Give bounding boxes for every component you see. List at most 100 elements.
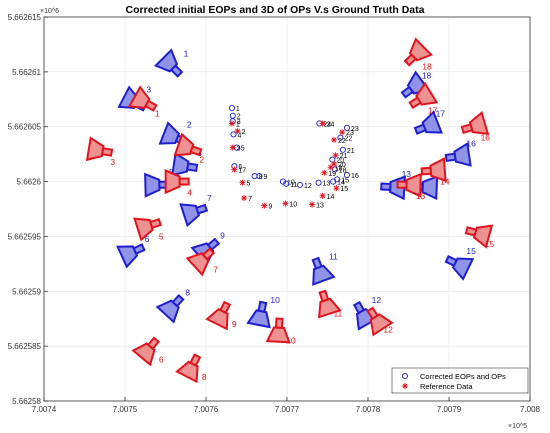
asterisk-stroke <box>239 180 245 186</box>
camera-body <box>420 166 433 176</box>
camera-frustum <box>246 309 271 329</box>
point-label: 20 <box>336 158 344 165</box>
point-label: 8 <box>259 174 263 181</box>
point-label: 14 <box>327 194 335 201</box>
camera-frustum <box>415 81 439 106</box>
object-point-reference <box>332 152 339 159</box>
camera-label: 16 <box>481 133 491 143</box>
object-point-corrected <box>331 166 338 173</box>
point-label: 2 <box>242 129 246 136</box>
y-tick-label: 5.662615 <box>8 13 42 22</box>
camera-label: 7 <box>207 193 212 203</box>
camera-frustum <box>131 342 156 367</box>
camera-reference <box>408 81 439 109</box>
point-label: 19 <box>328 171 336 178</box>
point-label: 21 <box>340 153 348 160</box>
camera-corrected <box>246 300 271 329</box>
point-label: 10 <box>287 180 295 187</box>
object-point-reference <box>239 179 246 186</box>
point-label: 5 <box>246 181 250 188</box>
asterisk-stroke <box>320 193 326 199</box>
point-label: 5 <box>241 146 245 153</box>
camera-body <box>413 123 427 135</box>
camera-frustum <box>164 169 181 195</box>
point-label: 4 <box>238 132 242 139</box>
camera-label: 14 <box>440 177 450 187</box>
object-point-corrected <box>334 176 341 183</box>
camera-label: 5 <box>159 231 164 241</box>
y-tick-label: 5.6626 <box>17 178 42 187</box>
camera-body <box>274 317 284 329</box>
camera-label: 18 <box>422 61 432 71</box>
camera-reference <box>131 336 161 367</box>
camera-reference <box>185 247 216 277</box>
camera-label: 18 <box>422 70 432 80</box>
camera-reference <box>173 132 203 157</box>
camera-frustum <box>171 151 190 177</box>
object-point-reference <box>330 136 337 143</box>
object-point-reference <box>333 185 340 192</box>
camera-body <box>149 218 162 229</box>
object-point-corrected <box>296 181 304 188</box>
camera-corrected <box>116 243 146 269</box>
camera-frustum <box>127 85 151 109</box>
asterisk-stroke <box>231 166 237 173</box>
object-point-corrected <box>339 146 346 153</box>
camera-corrected <box>352 300 380 331</box>
camera-body <box>206 237 221 251</box>
camera-label: 4 <box>187 188 192 198</box>
x-multiplier: ×10^5 <box>508 423 527 430</box>
asterisk-stroke <box>309 202 315 208</box>
camera-frustum <box>421 110 444 134</box>
camera-label: 2 <box>199 155 204 165</box>
object-point-corrected <box>343 124 350 131</box>
camera-frustum <box>312 264 336 286</box>
axes: 7.0074 7.0075 7.0076 7.0077 7.0078 7.0079 7.00… <box>8 13 541 414</box>
point-label: 23 <box>346 130 354 137</box>
camera-label: 8 <box>185 288 190 298</box>
camera-corrected <box>444 142 472 167</box>
point-label: 9 <box>263 174 267 181</box>
asterisk-stroke <box>331 161 337 167</box>
object-point-corrected <box>315 179 322 186</box>
object-point-reference <box>234 128 241 135</box>
plot-frame <box>43 16 531 402</box>
camera-label: 9 <box>220 230 225 240</box>
camera-corrected <box>171 151 199 177</box>
camera-reference <box>127 85 158 112</box>
camera-label: 17 <box>436 109 446 119</box>
y-tick-label: 5.662605 <box>8 123 42 132</box>
camera-reference <box>396 172 422 198</box>
asterisk-stroke <box>230 145 236 151</box>
camera-body <box>219 300 232 315</box>
camera-frustum <box>317 297 342 319</box>
asterisk-stroke <box>235 128 241 134</box>
point-label: 20 <box>338 162 346 169</box>
camera-label: 5 <box>169 167 174 177</box>
point-label: 22 <box>344 136 352 143</box>
point-label: 2 <box>237 114 241 121</box>
camera-label: 13 <box>402 169 412 179</box>
camera-label: 7 <box>213 264 218 274</box>
camera-body <box>444 152 457 163</box>
camera-frustum <box>429 157 447 183</box>
camera-body <box>186 162 199 172</box>
camera-reference <box>85 136 114 162</box>
camera-body <box>195 203 209 215</box>
camera-glyphs: 1324576981011121314151617181324576981011… <box>85 37 494 384</box>
camera-body <box>460 123 474 134</box>
camera-label: 11 <box>329 251 338 261</box>
camera-body <box>408 96 422 109</box>
object-point-reference <box>231 166 238 173</box>
camera-label: 3 <box>110 157 115 167</box>
camera-reference <box>366 306 394 337</box>
camera-label: 12 <box>383 325 393 335</box>
object-point-reference <box>282 200 289 207</box>
camera-body <box>189 145 203 157</box>
camera-body <box>101 147 114 157</box>
x-tick-label: 7.0074 <box>32 405 57 414</box>
object-point-reference <box>339 129 346 136</box>
point-label: 15 <box>340 186 348 193</box>
legend: Corrected EOPs and OPs Reference Data <box>391 367 529 394</box>
